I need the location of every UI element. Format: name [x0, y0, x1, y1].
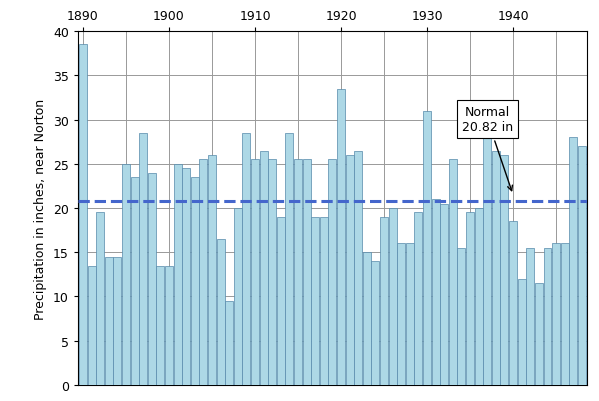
Bar — [346, 156, 353, 385]
Bar — [423, 111, 431, 385]
Text: Normal
20.82 in: Normal 20.82 in — [462, 105, 513, 191]
Bar — [440, 204, 448, 385]
Bar — [174, 164, 181, 385]
Bar — [79, 45, 87, 385]
Bar — [122, 164, 130, 385]
Bar — [363, 253, 371, 385]
Bar — [294, 160, 302, 385]
Bar — [302, 160, 311, 385]
Bar — [578, 147, 586, 385]
Bar — [243, 134, 250, 385]
Bar — [156, 266, 164, 385]
Bar — [311, 217, 319, 385]
Bar — [234, 209, 242, 385]
Bar — [466, 213, 474, 385]
Bar — [406, 244, 414, 385]
Bar — [474, 209, 483, 385]
Bar — [449, 160, 457, 385]
Bar — [337, 89, 345, 385]
Bar — [552, 244, 560, 385]
Bar — [268, 160, 276, 385]
Bar — [561, 244, 568, 385]
Bar — [320, 217, 328, 385]
Bar — [328, 160, 337, 385]
Y-axis label: Precipitation in inches, near Norton: Precipitation in inches, near Norton — [34, 98, 47, 319]
Bar — [191, 178, 199, 385]
Bar — [483, 125, 491, 385]
Bar — [277, 217, 285, 385]
Bar — [518, 279, 525, 385]
Bar — [389, 209, 397, 385]
Bar — [217, 239, 225, 385]
Bar — [354, 151, 362, 385]
Bar — [208, 156, 216, 385]
Bar — [105, 257, 113, 385]
Bar — [415, 213, 422, 385]
Bar — [87, 266, 96, 385]
Bar — [380, 217, 388, 385]
Bar — [371, 261, 379, 385]
Bar — [113, 257, 122, 385]
Bar — [260, 151, 268, 385]
Bar — [182, 169, 190, 385]
Bar — [501, 156, 509, 385]
Bar — [140, 134, 147, 385]
Bar — [535, 284, 543, 385]
Bar — [131, 178, 138, 385]
Bar — [527, 248, 534, 385]
Bar — [543, 248, 552, 385]
Bar — [492, 151, 500, 385]
Bar — [397, 244, 405, 385]
Bar — [148, 173, 156, 385]
Bar — [96, 213, 104, 385]
Bar — [199, 160, 207, 385]
Bar — [286, 134, 294, 385]
Bar — [458, 248, 465, 385]
Bar — [509, 222, 517, 385]
Bar — [432, 200, 440, 385]
Bar — [225, 301, 233, 385]
Bar — [165, 266, 173, 385]
Bar — [569, 138, 577, 385]
Bar — [251, 160, 259, 385]
